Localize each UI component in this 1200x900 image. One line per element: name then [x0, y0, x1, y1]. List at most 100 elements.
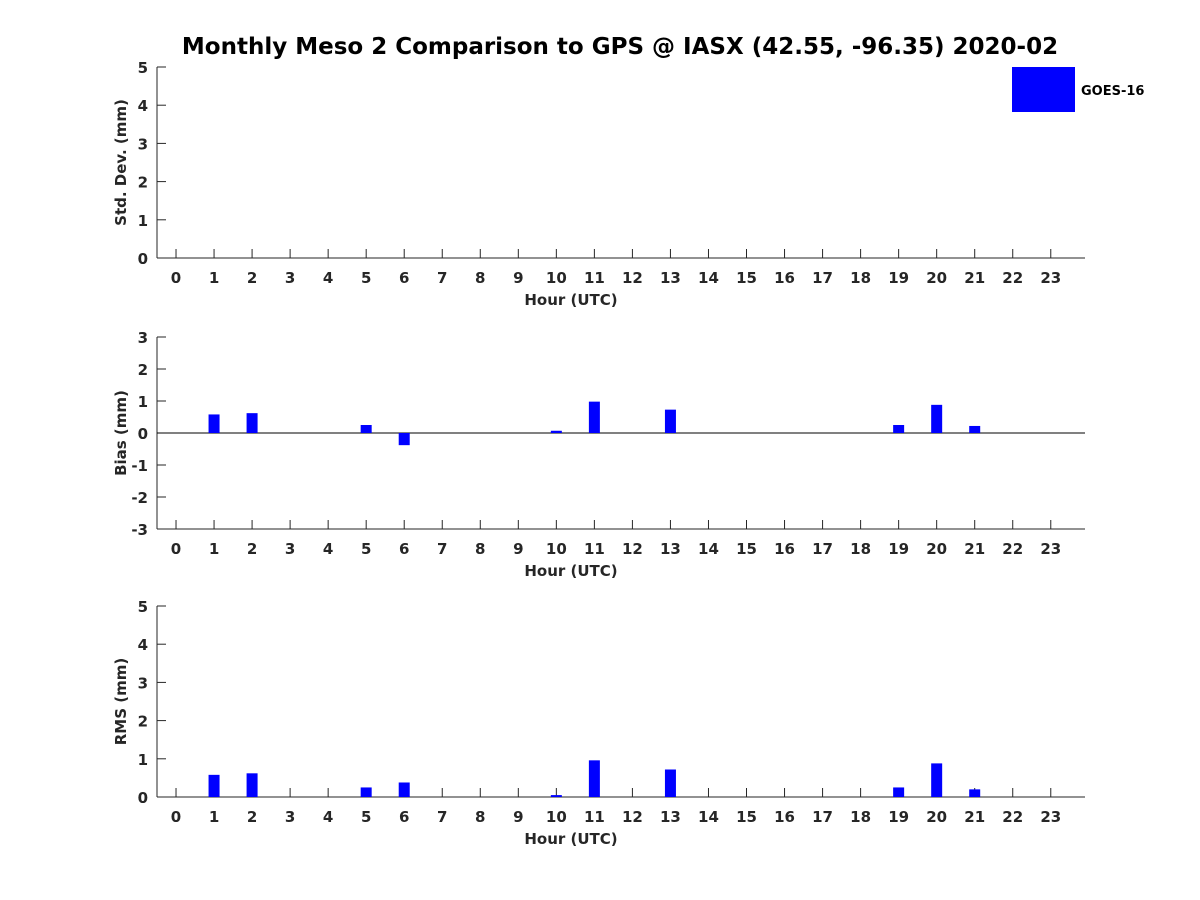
- x-tick-label: 11: [584, 808, 605, 826]
- bar-hour-19: [893, 787, 905, 797]
- x-tick-label: 16: [774, 269, 795, 287]
- x-tick-label: 4: [323, 808, 333, 826]
- x-tick-label: 7: [437, 540, 447, 558]
- bar-hour-20: [931, 763, 943, 797]
- bar-hour-2: [246, 773, 258, 797]
- bar-hour-13: [664, 769, 676, 797]
- x-tick-label: 12: [622, 540, 643, 558]
- y-tick-label: -1: [131, 457, 148, 475]
- y-axis-label: RMS (mm): [112, 658, 130, 745]
- x-tick-label: 0: [171, 540, 181, 558]
- x-axis-label: Hour (UTC): [524, 562, 617, 580]
- x-tick-label: 1: [209, 540, 219, 558]
- x-tick-label: 9: [513, 269, 523, 287]
- x-tick-label: 10: [546, 540, 567, 558]
- bar-hour-1: [208, 414, 220, 433]
- x-tick-label: 15: [736, 808, 757, 826]
- x-tick-label: 16: [774, 540, 795, 558]
- legend: GOES-16: [1012, 67, 1144, 112]
- bar-hour-21: [969, 789, 981, 797]
- x-tick-label: 23: [1040, 540, 1061, 558]
- x-tick-label: 17: [812, 269, 833, 287]
- x-tick-label: 7: [437, 808, 447, 826]
- x-tick-label: 8: [475, 269, 485, 287]
- bar-hour-2: [246, 413, 258, 433]
- x-tick-label: 1: [209, 808, 219, 826]
- y-tick-label: 2: [138, 713, 148, 731]
- x-tick-label: 6: [399, 269, 409, 287]
- x-tick-label: 15: [736, 540, 757, 558]
- y-tick-label: 2: [138, 361, 148, 379]
- legend-label-goes-16: GOES-16: [1081, 84, 1144, 99]
- x-tick-label: 3: [285, 808, 295, 826]
- x-tick-label: 2: [247, 808, 257, 826]
- y-tick-label: 0: [138, 425, 148, 443]
- bar-hour-6: [398, 782, 410, 797]
- x-tick-label: 0: [171, 269, 181, 287]
- x-tick-label: 14: [698, 269, 719, 287]
- y-tick-label: 4: [138, 97, 148, 115]
- y-tick-label: 4: [138, 636, 148, 654]
- x-tick-label: 20: [926, 269, 947, 287]
- x-tick-label: 6: [399, 540, 409, 558]
- x-tick-label: 19: [888, 808, 909, 826]
- x-tick-label: 14: [698, 808, 719, 826]
- x-tick-label: 4: [323, 269, 333, 287]
- x-tick-label: 5: [361, 540, 371, 558]
- y-tick-label: 1: [138, 751, 148, 769]
- x-tick-label: 7: [437, 269, 447, 287]
- x-tick-label: 12: [622, 808, 643, 826]
- bar-hour-1: [208, 774, 220, 797]
- x-tick-label: 3: [285, 540, 295, 558]
- x-tick-label: 8: [475, 808, 485, 826]
- x-tick-label: 22: [1002, 540, 1023, 558]
- x-tick-label: 5: [361, 808, 371, 826]
- x-tick-label: 17: [812, 540, 833, 558]
- x-tick-label: 6: [399, 808, 409, 826]
- figure-title: Monthly Meso 2 Comparison to GPS @ IASX …: [182, 34, 1058, 60]
- x-tick-label: 20: [926, 808, 947, 826]
- y-tick-label: 0: [138, 789, 148, 807]
- x-tick-label: 2: [247, 269, 257, 287]
- bar-hour-5: [360, 425, 372, 433]
- y-tick-label: 1: [138, 393, 148, 411]
- bar-hour-11: [588, 760, 600, 797]
- x-tick-label: 0: [171, 808, 181, 826]
- bar-hour-11: [588, 401, 600, 433]
- bar-hour-6: [398, 433, 410, 446]
- bar-hour-13: [664, 409, 676, 433]
- x-tick-label: 20: [926, 540, 947, 558]
- y-tick-label: 3: [138, 674, 148, 692]
- x-tick-label: 22: [1002, 808, 1023, 826]
- x-tick-label: 4: [323, 540, 333, 558]
- x-tick-label: 18: [850, 808, 871, 826]
- x-axis-label: Hour (UTC): [524, 830, 617, 848]
- x-tick-label: 19: [888, 540, 909, 558]
- y-tick-label: 3: [138, 329, 148, 347]
- x-tick-label: 12: [622, 269, 643, 287]
- x-tick-label: 18: [850, 540, 871, 558]
- y-axis-label: Bias (mm): [112, 390, 130, 476]
- y-tick-label: -3: [131, 521, 148, 539]
- x-tick-label: 9: [513, 808, 523, 826]
- x-tick-label: 13: [660, 808, 681, 826]
- x-tick-label: 16: [774, 808, 795, 826]
- x-tick-label: 22: [1002, 269, 1023, 287]
- bar-hour-19: [893, 425, 905, 433]
- x-tick-label: 8: [475, 540, 485, 558]
- bar-hour-20: [931, 404, 943, 433]
- x-tick-label: 2: [247, 540, 257, 558]
- y-tick-label: 0: [138, 250, 148, 268]
- x-tick-label: 5: [361, 269, 371, 287]
- y-axis-label: Std. Dev. (mm): [112, 99, 130, 226]
- x-tick-label: 14: [698, 540, 719, 558]
- x-tick-label: 11: [584, 540, 605, 558]
- x-tick-label: 19: [888, 269, 909, 287]
- x-tick-label: 10: [546, 269, 567, 287]
- bar-hour-10: [550, 795, 562, 797]
- legend-swatch-goes-16: [1012, 67, 1075, 112]
